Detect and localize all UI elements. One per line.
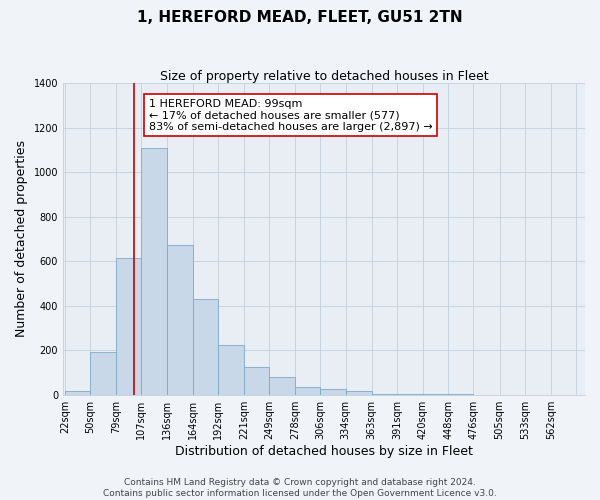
Title: Size of property relative to detached houses in Fleet: Size of property relative to detached ho… — [160, 70, 488, 83]
Bar — [295, 387, 320, 394]
Bar — [116, 258, 142, 394]
Bar — [90, 352, 116, 395]
Bar — [346, 392, 372, 394]
Bar — [244, 367, 269, 394]
X-axis label: Distribution of detached houses by size in Fleet: Distribution of detached houses by size … — [175, 444, 473, 458]
Bar — [320, 389, 346, 394]
Text: Contains HM Land Registry data © Crown copyright and database right 2024.
Contai: Contains HM Land Registry data © Crown c… — [103, 478, 497, 498]
Y-axis label: Number of detached properties: Number of detached properties — [15, 140, 28, 338]
Text: 1 HEREFORD MEAD: 99sqm
← 17% of detached houses are smaller (577)
83% of semi-de: 1 HEREFORD MEAD: 99sqm ← 17% of detached… — [149, 98, 432, 132]
Bar — [193, 300, 218, 394]
Bar — [167, 246, 193, 394]
Bar — [218, 346, 244, 395]
Text: 1, HEREFORD MEAD, FLEET, GU51 2TN: 1, HEREFORD MEAD, FLEET, GU51 2TN — [137, 10, 463, 25]
Bar — [269, 378, 295, 394]
Bar — [142, 148, 167, 394]
Bar — [65, 392, 90, 394]
